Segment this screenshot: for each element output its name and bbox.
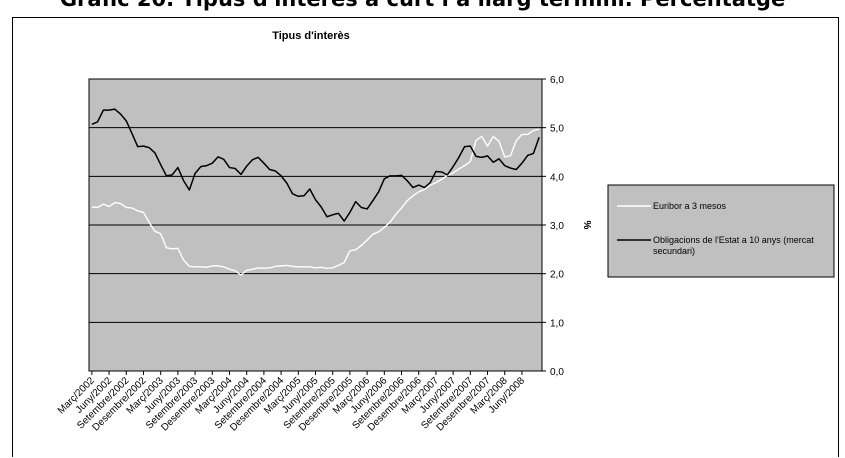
y-tick-label: 2,0 [550, 270, 564, 281]
y-axis-title: % [581, 221, 592, 230]
series-line-obligacions [91, 108, 540, 222]
page-title: Gràfic 20. Tipus d'interès a curt i a ll… [0, 0, 845, 11]
legend-label: Obligacions de l'Estat a 10 anys (mercat… [653, 235, 814, 256]
chart-frame: Tipus d'interès 0,0 1,0 2,0 3,0 4,0 5,0 6,0 Ma… [12, 17, 839, 457]
legend-box [607, 184, 835, 278]
series-layer [91, 108, 540, 276]
y-tick-label: 3,0 [550, 221, 564, 232]
x-axis: Març/2002Juny/2002Setembre/2002Desembre/… [56, 371, 527, 433]
y-tick-label: 4,0 [550, 172, 564, 183]
legend-label: Euribor a 3 mesos [653, 201, 727, 211]
y-tick-label: 0,0 [550, 367, 564, 378]
y-tick-label: 5,0 [550, 124, 564, 135]
legend: Euribor a 3 mesos Obligacions de l'Estat … [607, 184, 835, 278]
series-line-euribor [91, 128, 540, 276]
y-tick-label: 6,0 [550, 75, 564, 86]
chart-title: Tipus d'interès [272, 30, 350, 42]
y-tick-label: 1,0 [550, 318, 564, 329]
line-chart: Tipus d'interès 0,0 1,0 2,0 3,0 4,0 5,0 6,0 Ma… [56, 30, 835, 433]
